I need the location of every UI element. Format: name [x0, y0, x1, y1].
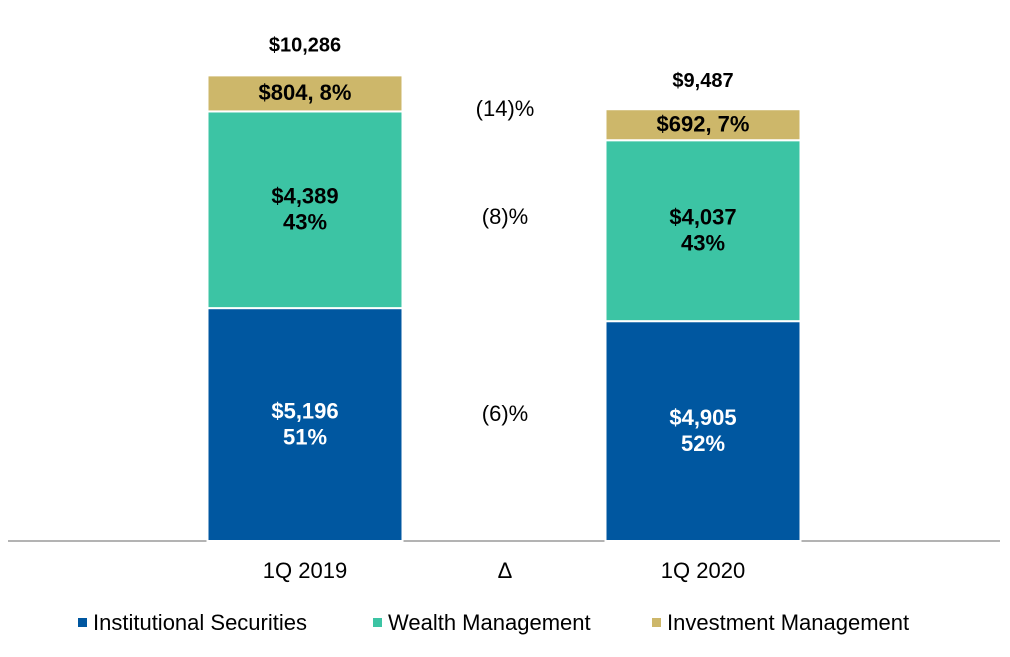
- bar-segment: [604, 139, 802, 323]
- delta-header: Δ: [498, 558, 513, 583]
- bar-segment: [604, 320, 802, 542]
- segment-label: $804, 8%: [259, 80, 352, 105]
- legend-label: Investment Management: [667, 610, 909, 635]
- delta-label: (6)%: [482, 401, 528, 426]
- total-label: $9,487: [672, 70, 733, 92]
- segment-label: $4,905: [669, 405, 736, 430]
- bar-segment: [206, 307, 404, 542]
- x-tick-label: 1Q 2019: [263, 558, 347, 583]
- segment-label: 43%: [283, 210, 327, 235]
- segment-label: $4,389: [271, 184, 338, 209]
- segment-label: $4,037: [669, 205, 736, 230]
- segment-label: $692, 7%: [657, 112, 750, 137]
- bar-segment: [206, 110, 404, 310]
- segment-label: 43%: [681, 231, 725, 256]
- segment-label: 51%: [283, 424, 327, 449]
- segment-label: $5,196: [271, 398, 338, 423]
- segment-label: 52%: [681, 431, 725, 456]
- legend-label: Wealth Management: [388, 610, 591, 635]
- total-label: $10,286: [269, 34, 341, 56]
- legend-swatch: [652, 618, 661, 627]
- legend-swatch: [78, 618, 87, 627]
- legend-label: Institutional Securities: [93, 610, 307, 635]
- legend-swatch: [373, 618, 382, 627]
- delta-label: (8)%: [482, 204, 528, 229]
- x-tick-label: 1Q 2020: [661, 558, 745, 583]
- delta-label: (14)%: [476, 96, 535, 121]
- bar-segment: [604, 108, 802, 142]
- bar-segment: [206, 74, 404, 113]
